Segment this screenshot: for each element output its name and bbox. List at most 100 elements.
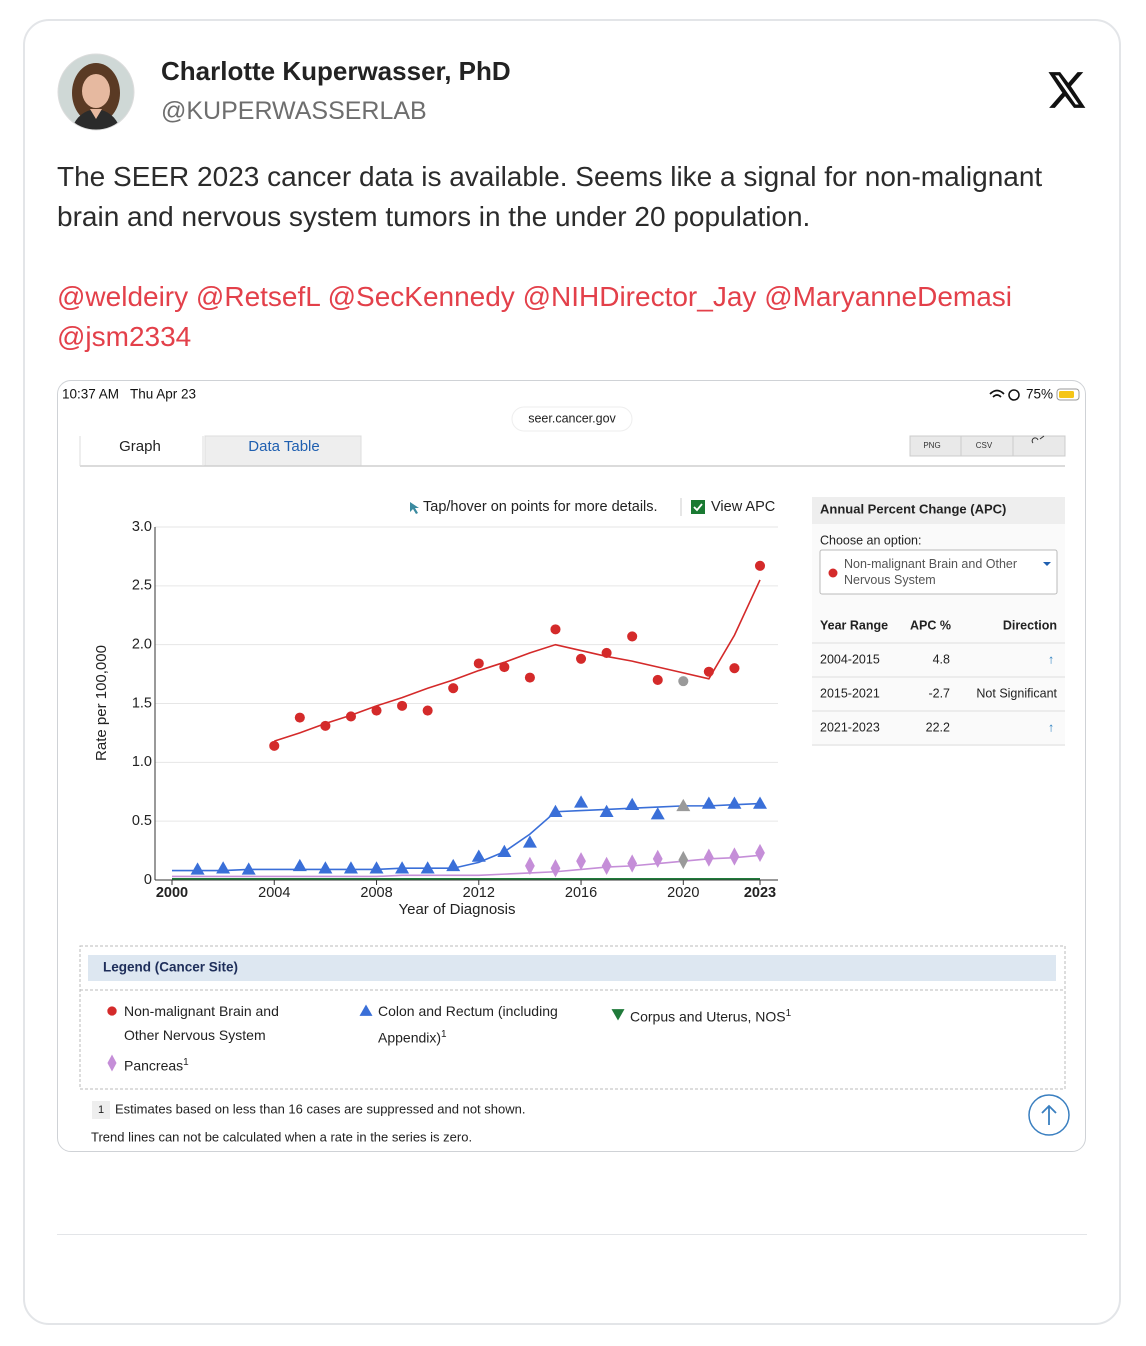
data-point bbox=[627, 854, 638, 873]
tab-data-table[interactable]: Data Table bbox=[248, 438, 319, 455]
mention[interactable]: @weldeiry bbox=[57, 281, 189, 312]
view-apc[interactable]: View APC bbox=[711, 499, 775, 515]
footnote-badge bbox=[92, 1101, 110, 1119]
trend-line bbox=[172, 854, 761, 878]
plot: 0 0.5 1.0 1.5 2.0 2.5 3.0 2000 2004 2008 2012 2016 2… bbox=[93, 519, 778, 918]
data-point bbox=[754, 560, 766, 571]
data-point bbox=[345, 711, 356, 722]
footnote: Trend lines can not be calculated when a… bbox=[91, 1129, 472, 1144]
data-point bbox=[473, 658, 484, 669]
x-tick-label: 2008 bbox=[360, 885, 392, 901]
data-point bbox=[650, 807, 665, 820]
data-point bbox=[574, 795, 589, 808]
link-button[interactable] bbox=[1031, 435, 1045, 444]
mentions: @weldeiry @RetsefL @SecKennedy @NIHDirec… bbox=[57, 277, 1092, 357]
y-tick-label: 0 bbox=[144, 872, 152, 888]
checkbox[interactable] bbox=[691, 500, 705, 514]
apc-cell: 22.2 bbox=[926, 720, 950, 734]
tweet-card bbox=[23, 19, 1121, 1325]
data-point bbox=[190, 862, 205, 875]
data-point bbox=[522, 835, 537, 848]
x-logo[interactable] bbox=[1048, 72, 1087, 108]
x-tick-label: 2016 bbox=[565, 885, 597, 901]
x-axis-label: Year of Diagnosis bbox=[398, 901, 515, 918]
x-tick-label: 2023 bbox=[744, 885, 776, 901]
legend-symbol bbox=[611, 1009, 625, 1021]
lock-icon bbox=[1008, 389, 1020, 401]
data-point bbox=[550, 624, 561, 635]
wifi-icon bbox=[989, 389, 1005, 398]
apc-cell: 2015-2021 bbox=[820, 686, 880, 700]
data-point bbox=[727, 796, 742, 809]
apc-cell: ↑ bbox=[1048, 720, 1054, 734]
apc-select-dot bbox=[828, 568, 838, 578]
data-point bbox=[703, 666, 714, 677]
data-point bbox=[701, 796, 716, 809]
scroll-top-arrow bbox=[1041, 1104, 1057, 1125]
data-point bbox=[599, 804, 614, 818]
apc-header bbox=[812, 497, 1065, 524]
data-point bbox=[318, 861, 333, 874]
data-point bbox=[753, 796, 767, 809]
data-point bbox=[601, 647, 612, 658]
apc-cell: 2004-2015 bbox=[820, 652, 880, 666]
apc-rows: 2004-2015 4.8 ↑ 2015-2021 -2.7 Not Significan… bbox=[812, 642, 1065, 746]
data-point bbox=[292, 858, 307, 872]
cursor-icon bbox=[410, 502, 419, 514]
x-tick-label: 2012 bbox=[463, 885, 495, 901]
data-point bbox=[678, 850, 689, 870]
data-point bbox=[371, 705, 382, 716]
trend-line bbox=[274, 579, 761, 742]
avatar[interactable] bbox=[57, 53, 135, 131]
png-button[interactable]: PNG bbox=[923, 441, 940, 450]
data-point bbox=[548, 804, 563, 818]
mention[interactable]: @RetsefL bbox=[195, 281, 320, 312]
data-point bbox=[676, 798, 691, 812]
mention[interactable]: @NIHDirector_Jay bbox=[522, 281, 757, 312]
apc-cell: ↑ bbox=[1048, 652, 1054, 666]
data-point bbox=[525, 856, 535, 875]
url-pill[interactable] bbox=[511, 406, 633, 432]
apc-col: APC % bbox=[910, 618, 951, 632]
data-point bbox=[471, 849, 486, 862]
legend-label: Corpus and Uterus, NOS bbox=[630, 1008, 786, 1025]
data-point bbox=[497, 844, 512, 858]
tab-graph[interactable]: Graph bbox=[119, 438, 161, 455]
trend-line bbox=[172, 802, 761, 872]
data-point bbox=[601, 856, 612, 875]
tweet-text: The SEER 2023 cancer data is available. … bbox=[57, 161, 1043, 232]
url: seer.cancer.gov bbox=[528, 411, 616, 425]
data-point bbox=[294, 712, 305, 723]
legend-marker bbox=[107, 1054, 117, 1072]
mention[interactable]: @MaryanneDemasi bbox=[764, 281, 1013, 312]
mention[interactable]: @jsm2334 bbox=[57, 321, 192, 352]
status-date: Thu Apr 23 bbox=[130, 387, 196, 402]
data-point bbox=[448, 683, 459, 694]
data-point bbox=[369, 861, 384, 874]
mention[interactable]: @SecKennedy bbox=[327, 281, 515, 312]
footnote-mark: 1 bbox=[98, 1104, 104, 1116]
legend-title: Legend (Cancer Site) bbox=[103, 960, 238, 975]
author-name[interactable]: Charlotte Kuperwasser, PhD bbox=[161, 56, 511, 86]
data-point bbox=[550, 859, 561, 878]
x-tick-label: 2000 bbox=[156, 885, 188, 901]
y-axis-label: Rate per 100,000 bbox=[93, 645, 110, 761]
apc-select[interactable] bbox=[819, 549, 1058, 595]
data-point bbox=[576, 852, 586, 871]
data-point bbox=[420, 861, 435, 874]
legend-note: 1 bbox=[183, 1057, 189, 1068]
legend-entry: Non-malignant Brain and Other Nervous Sy… bbox=[124, 999, 304, 1047]
checkmark bbox=[693, 503, 703, 512]
y-tick-label: 1.5 bbox=[132, 695, 152, 711]
apc-select-arrow bbox=[1043, 562, 1051, 566]
separator bbox=[57, 1234, 1087, 1235]
legend-entry: Colon and Rectum (including Appendix)1 bbox=[378, 999, 578, 1050]
screenshot[interactable] bbox=[57, 380, 1086, 1152]
apc-cell: -2.7 bbox=[928, 686, 950, 700]
csv-button[interactable]: CSV bbox=[976, 441, 993, 450]
legend-symbol bbox=[107, 1006, 117, 1016]
author-handle[interactable]: @KUPERWASSERLAB bbox=[161, 97, 427, 125]
data-point bbox=[320, 720, 331, 731]
data-point bbox=[397, 700, 408, 711]
legend-label: Colon and Rectum (including Appendix) bbox=[378, 1003, 558, 1046]
